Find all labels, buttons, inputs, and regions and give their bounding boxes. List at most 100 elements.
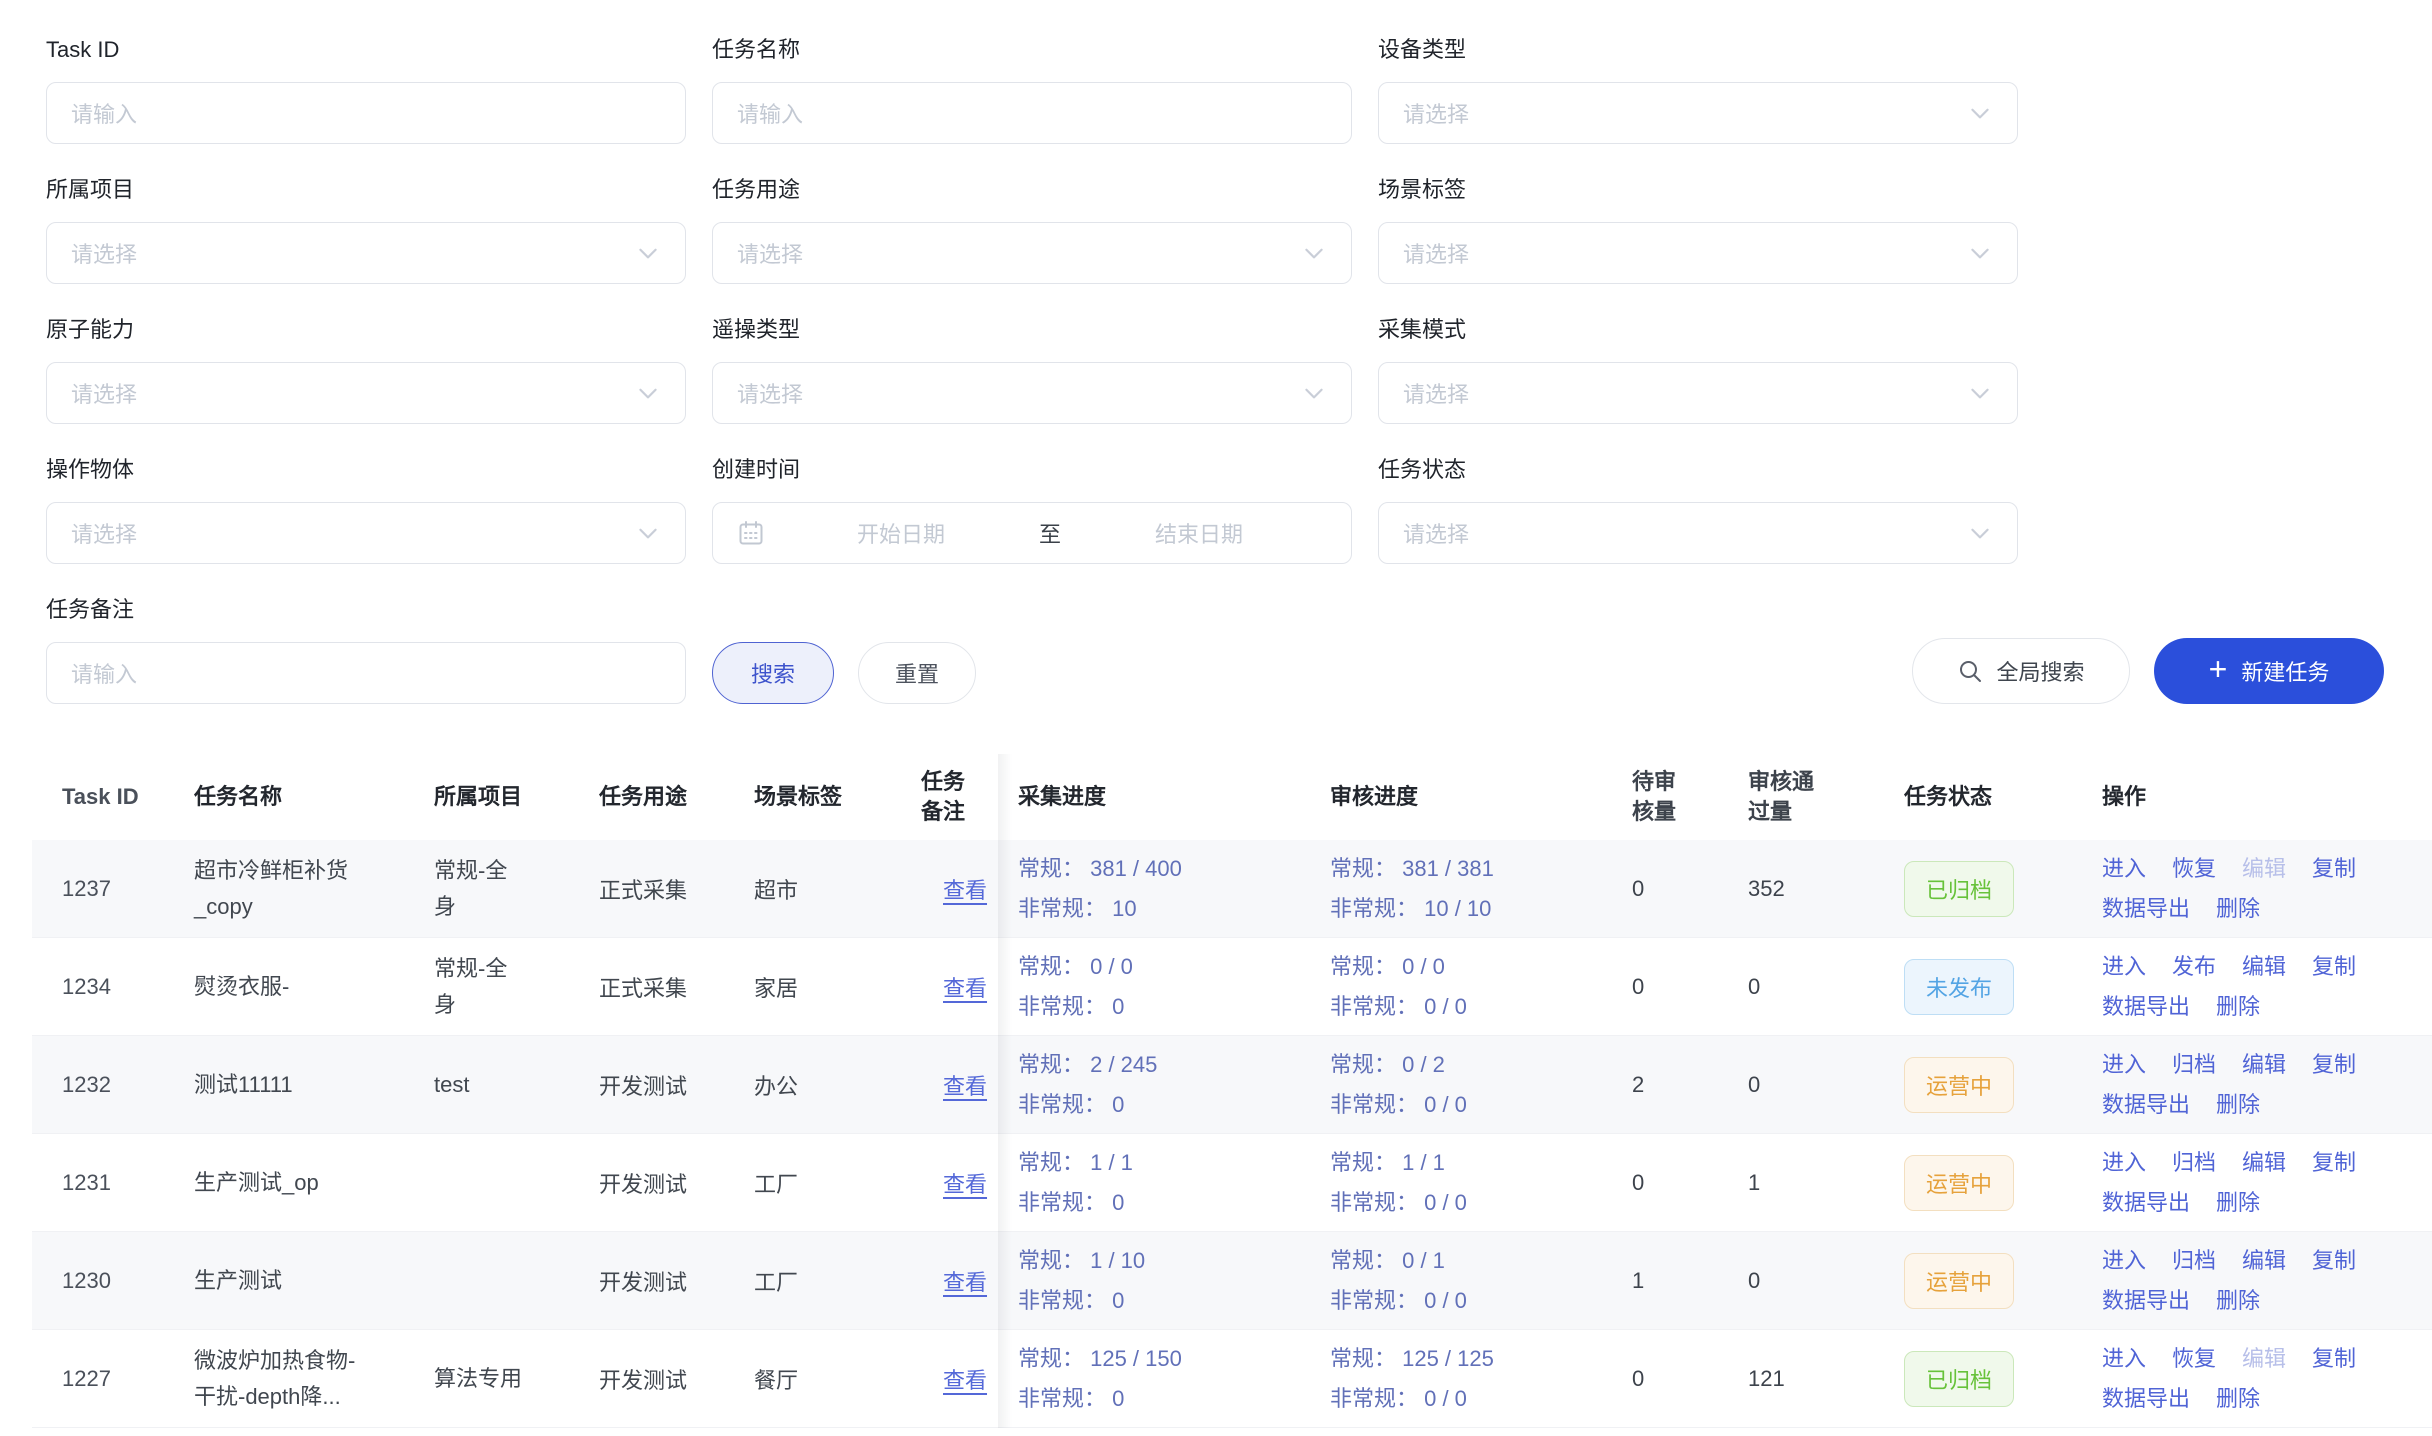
action-link[interactable]: 进入	[2102, 1051, 2147, 1077]
cell-status: 已归档	[1860, 1330, 2070, 1427]
cell-purpose: 正式采集	[599, 877, 688, 903]
select-input[interactable]: 请选择	[1378, 222, 2018, 284]
cell-actions: 进入 归档 编辑 复制数据导出 删除	[2070, 1232, 2432, 1329]
action-link[interactable]: 复制	[2312, 1051, 2357, 1077]
view-remark-link[interactable]: 查看	[943, 1367, 988, 1393]
select-input[interactable]: 请选择	[1378, 502, 2018, 564]
action-link[interactable]: 删除	[2216, 1385, 2261, 1411]
filter-field-label: 采集模式	[1378, 317, 1467, 342]
action-link[interactable]: 删除	[2216, 993, 2261, 1019]
action-link[interactable]: 数据导出	[2102, 1287, 2191, 1313]
chevron-down-icon	[639, 528, 657, 539]
action-link[interactable]: 删除	[2216, 1189, 2261, 1215]
action-link[interactable]: 编辑	[2242, 953, 2287, 979]
action-link[interactable]: 删除	[2216, 1287, 2261, 1313]
action-link[interactable]: 复制	[2312, 1247, 2357, 1273]
view-remark-link[interactable]: 查看	[943, 975, 988, 1001]
cell-passed-count: 0	[1748, 973, 1761, 999]
action-link: 编辑	[2242, 1345, 2287, 1371]
chevron-down-icon	[639, 388, 657, 399]
text-input[interactable]: 请输入	[46, 82, 686, 144]
table-row: 1227 微波炉加热食物- 干扰-depth降... 算法专用 开发测试 餐厅 …	[32, 1330, 2432, 1428]
action-link[interactable]: 恢复	[2172, 1345, 2217, 1371]
view-remark-link[interactable]: 查看	[943, 1269, 988, 1295]
select-input[interactable]: 请选择	[1378, 362, 2018, 424]
filter-grid: Task ID 请输入 任务名称 请输入 设备类型 请选择 所属项目 请选择 任…	[46, 36, 2384, 596]
filter-field-label: 遥操类型	[712, 317, 801, 342]
cell-remark: 查看	[905, 1036, 998, 1133]
column-header: 审核通 过量	[1748, 769, 1815, 824]
filter-field: 任务状态 请选择	[1378, 456, 2018, 564]
action-link[interactable]: 编辑	[2242, 1149, 2287, 1175]
daterange-input[interactable]: 开始日期 至 结束日期	[712, 502, 1352, 564]
table-row: 1237 超市冷鲜柜补货 _copy 常规-全 身 正式采集 超市 查看 常规：…	[32, 840, 2432, 938]
cell-purpose: 正式采集	[599, 975, 688, 1001]
select-input[interactable]: 请选择	[712, 362, 1352, 424]
row-actions: 进入 发布 编辑 复制数据导出 删除	[2102, 947, 2392, 1027]
filter-field-label: 任务用途	[712, 177, 801, 202]
end-date-placeholder[interactable]: 结束日期	[1155, 522, 1244, 547]
cell-passed-count: 1	[1748, 1169, 1761, 1195]
status-badge: 运营中	[1904, 1252, 2015, 1309]
action-link[interactable]: 数据导出	[2102, 1385, 2191, 1411]
action-link[interactable]: 进入	[2102, 855, 2147, 881]
action-link[interactable]: 进入	[2102, 1247, 2147, 1273]
table-body: 1237 超市冷鲜柜补货 _copy 常规-全 身 正式采集 超市 查看 常规：…	[32, 840, 2432, 1428]
action-link[interactable]: 删除	[2216, 1091, 2261, 1117]
column-header: 操作	[2102, 784, 2147, 809]
action-link[interactable]: 进入	[2102, 1345, 2147, 1371]
action-link[interactable]: 复制	[2312, 855, 2357, 881]
filter-field-label: 任务状态	[1378, 457, 1467, 482]
search-button[interactable]: 搜索	[712, 642, 834, 704]
action-link[interactable]: 归档	[2172, 1051, 2217, 1077]
table-row: 1231 生产测试_op 开发测试 工厂 查看 常规： 1 / 1 非常规： 0…	[32, 1134, 2432, 1232]
filter-field: 遥操类型 请选择	[712, 316, 1352, 424]
action-link[interactable]: 复制	[2312, 953, 2357, 979]
view-remark-link[interactable]: 查看	[943, 1073, 988, 1099]
cell-collect-progress: 常规： 1 / 10 非常规： 0	[1018, 1247, 1146, 1313]
new-task-button[interactable]: + 新建任务	[2154, 638, 2384, 704]
filter-field: 所属项目 请选择	[46, 176, 686, 284]
filter-field-label: 操作物体	[46, 457, 135, 482]
text-input[interactable]: 请输入	[712, 82, 1352, 144]
action-link[interactable]: 发布	[2172, 953, 2217, 979]
action-link[interactable]: 删除	[2216, 895, 2261, 921]
cell-task-name: 超市冷鲜柜补货 _copy	[194, 857, 349, 919]
view-remark-link[interactable]: 查看	[943, 1171, 988, 1197]
action-link[interactable]: 编辑	[2242, 1051, 2287, 1077]
action-link[interactable]: 数据导出	[2102, 1189, 2191, 1215]
action-link[interactable]: 数据导出	[2102, 895, 2191, 921]
cell-actions: 进入 恢复 编辑 复制 数据导出 删除	[2070, 840, 2432, 937]
select-input[interactable]: 请选择	[46, 222, 686, 284]
action-link[interactable]: 复制	[2312, 1345, 2357, 1371]
action-link[interactable]: 恢复	[2172, 855, 2217, 881]
view-remark-link[interactable]: 查看	[943, 877, 988, 903]
chevron-down-icon	[1971, 108, 1989, 119]
row-actions: 进入 归档 编辑 复制数据导出 删除	[2102, 1241, 2392, 1321]
action-link[interactable]: 进入	[2102, 953, 2147, 979]
action-link[interactable]: 编辑	[2242, 1247, 2287, 1273]
action-link[interactable]: 归档	[2172, 1149, 2217, 1175]
select-input[interactable]: 请选择	[712, 222, 1352, 284]
select-input[interactable]: 请选择	[46, 362, 686, 424]
remark-input[interactable]: 请输入	[46, 642, 686, 704]
action-link[interactable]: 数据导出	[2102, 993, 2191, 1019]
start-date-placeholder[interactable]: 开始日期	[856, 522, 945, 547]
action-link[interactable]: 进入	[2102, 1149, 2147, 1175]
cell-task-name: 测试11111	[194, 1071, 293, 1097]
action-link[interactable]: 复制	[2312, 1149, 2357, 1175]
global-search-button[interactable]: 全局搜索	[1912, 638, 2130, 704]
select-input[interactable]: 请选择	[1378, 82, 2018, 144]
cell-collect-progress: 常规： 125 / 150 非常规： 0	[1018, 1345, 1182, 1411]
cell-collect-progress: 常规： 1 / 1 非常规： 0	[1018, 1149, 1133, 1215]
status-badge: 运营中	[1904, 1056, 2015, 1113]
select-input[interactable]: 请选择	[46, 502, 686, 564]
action-link[interactable]: 归档	[2172, 1247, 2217, 1273]
cell-task-id: 1232	[62, 1071, 111, 1097]
filter-field-label: 设备类型	[1378, 37, 1467, 62]
column-header: 任务名称	[194, 784, 283, 809]
action-link[interactable]: 数据导出	[2102, 1091, 2191, 1117]
chevron-down-icon	[639, 248, 657, 259]
reset-button[interactable]: 重置	[858, 642, 976, 704]
select-placeholder: 请选择	[71, 382, 138, 407]
